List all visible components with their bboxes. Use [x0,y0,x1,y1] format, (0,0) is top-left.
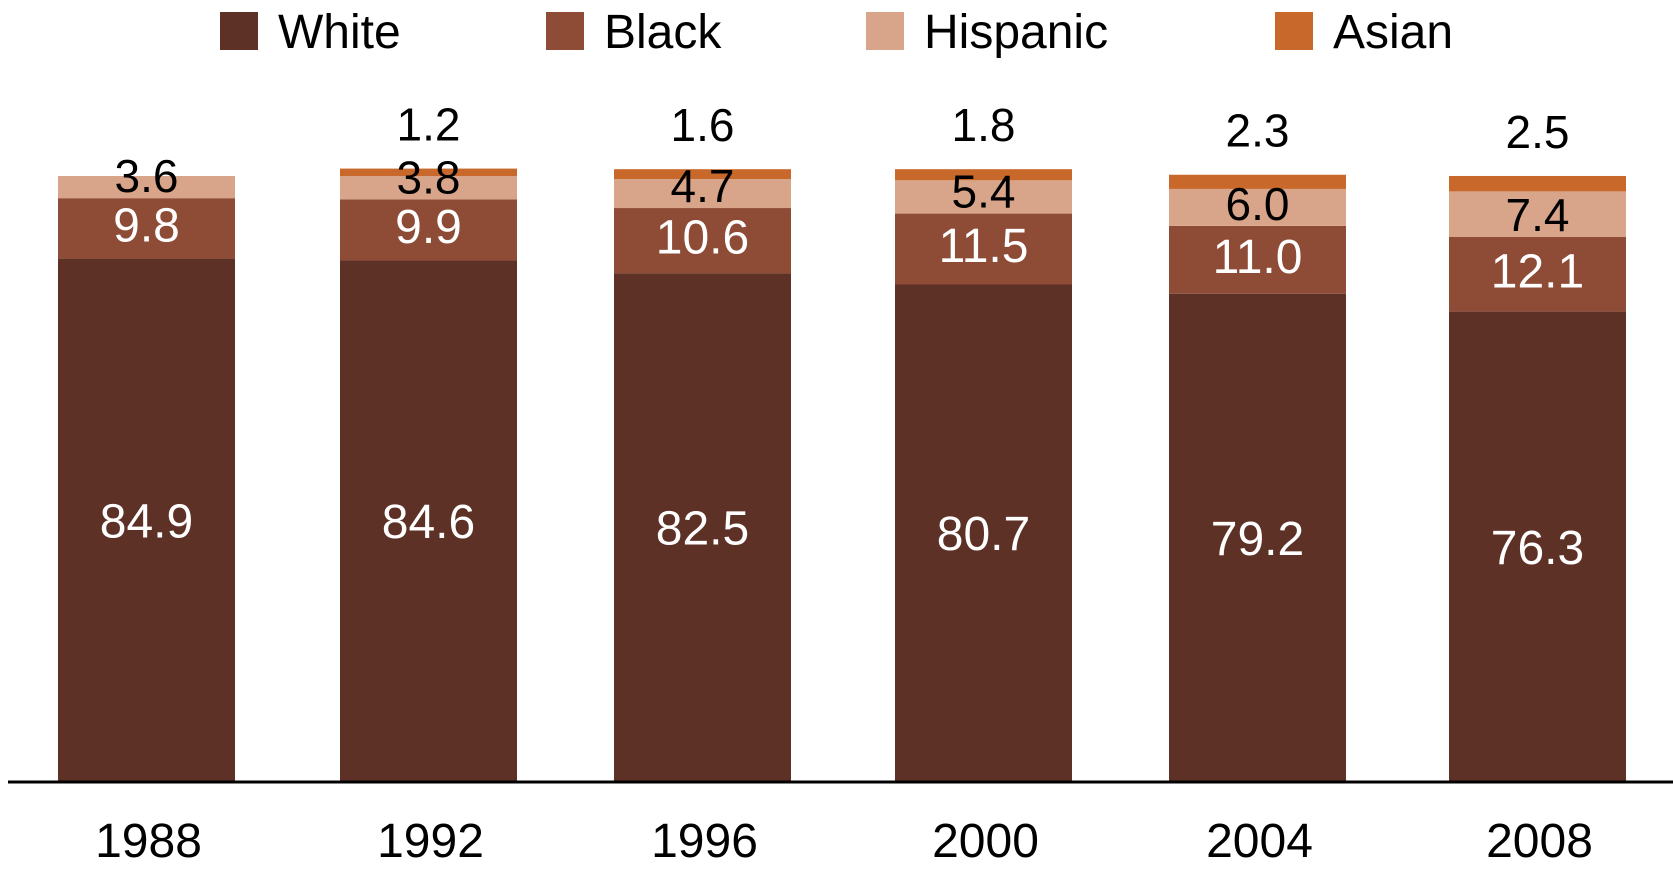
bar-segment-hispanic-2000 [895,180,1072,214]
bar-segment-white-1988 [58,258,235,782]
data-label-black-1988: 9.8 [113,199,180,252]
x-tick-label-2004: 2004 [1206,815,1313,868]
data-label-white-1988: 84.9 [100,495,193,548]
data-label-black-2008: 12.1 [1491,245,1584,298]
data-label-white-2000: 80.7 [937,508,1030,561]
data-label-asian-1996: 1.6 [671,99,735,151]
legend-label-white: White [278,6,401,59]
x-axis-ticks: 1988 1992 1996 2000 2004 2008 [95,815,1593,868]
bar-segment-white-1992 [340,260,517,782]
x-tick-label-1996: 1996 [651,815,758,868]
bar-segment-asian-2008 [1449,175,1626,192]
bar-segment-white-2000 [895,284,1072,782]
data-label-black-2004: 11.0 [1213,231,1303,284]
legend-label-black: Black [604,6,722,59]
x-tick-label-2000: 2000 [932,815,1039,868]
bar-segment-black-1988 [58,198,235,259]
data-label-white-1996: 82.5 [656,503,749,556]
legend-swatch-hispanic [866,12,904,50]
data-label-asian-2008: 2.5 [1506,106,1570,158]
bar-segment-white-2004 [1169,293,1346,782]
legend-swatch-asian [1275,12,1313,50]
data-label-white-2008: 76.3 [1491,522,1584,575]
legend-swatch-black [546,12,584,50]
data-label-asian-1992: 1.2 [397,99,461,151]
legend-label-asian: Asian [1333,6,1453,59]
bar-segment-white-2008 [1449,311,1626,782]
data-label-hispanic-1992: 3.8 [397,151,461,203]
bar-segment-black-2004 [1169,225,1346,294]
bar-segment-hispanic-2004 [1169,188,1346,226]
bar-segment-asian-1996 [614,169,791,180]
bar-segment-black-1992 [340,199,517,261]
data-label-hispanic-2000: 5.4 [952,166,1016,218]
data-label-hispanic-2004: 6.0 [1226,178,1290,230]
data-label-asian-2000: 1.8 [952,99,1016,151]
legend-swatch-white [220,12,258,50]
data-label-black-2000: 11.5 [939,220,1029,273]
bar-segment-hispanic-2008 [1449,191,1626,238]
legend: White Black Hispanic Asian [220,6,1453,59]
bar-segment-white-1996 [614,273,791,782]
bar-segment-asian-2000 [895,169,1072,181]
data-label-black-1996: 10.6 [656,212,749,265]
data-label-hispanic-1996: 4.7 [671,160,735,212]
data-label-hispanic-1988: 3.6 [115,150,179,202]
legend-label-hispanic: Hispanic [924,6,1108,59]
bar-segment-asian-1992 [340,168,517,176]
data-label-asian-2004: 2.3 [1226,105,1290,157]
bar-segment-black-1996 [614,208,791,274]
bar-segment-asian-2004 [1169,174,1346,189]
bars [58,168,1626,782]
x-tick-label-2008: 2008 [1486,815,1593,868]
x-tick-label-1988: 1988 [95,815,202,868]
bar-segment-black-2000 [895,213,1072,285]
data-labels: 84.9 9.83.6 84.6 9.93.81.2 82.5 10.64.7 1.6 80.… [100,99,1584,575]
data-label-hispanic-2008: 7.4 [1506,189,1570,241]
data-label-white-1992: 84.6 [382,496,475,549]
data-label-white-2004: 79.2 [1211,513,1304,566]
data-label-black-1992: 9.9 [395,201,462,254]
x-tick-label-1992: 1992 [377,815,484,868]
bar-segment-hispanic-1988 [58,175,235,199]
bar-segment-black-2008 [1449,237,1626,312]
bar-segment-hispanic-1992 [340,175,517,200]
bar-segment-hispanic-1996 [614,179,791,209]
